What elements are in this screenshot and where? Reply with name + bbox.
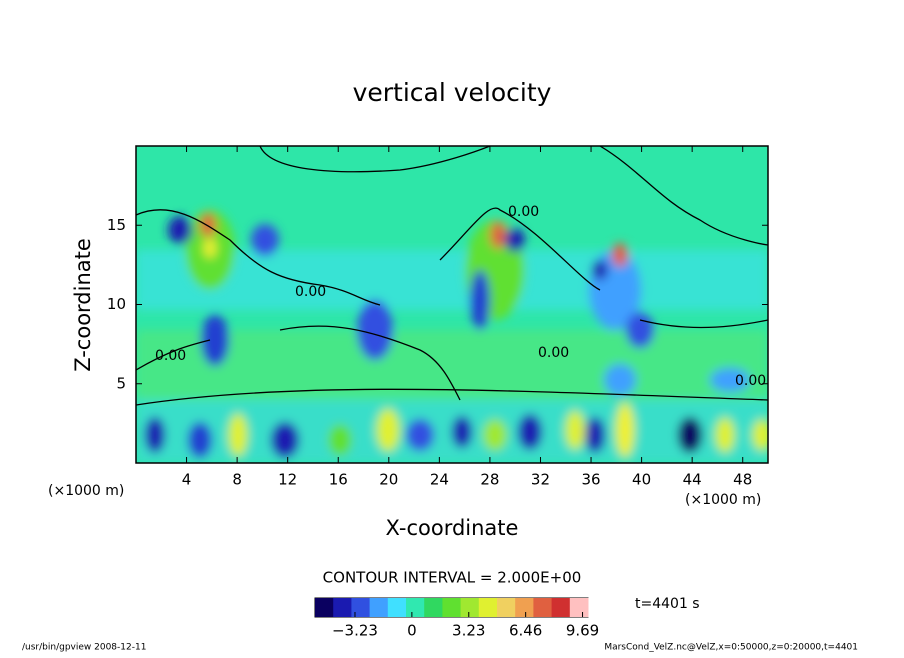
x-unit-label: (×1000 m) [685,492,761,508]
x-tick-label: 24 [430,471,449,489]
x-tick-label: 32 [531,471,550,489]
x-tick-label: 40 [632,471,651,489]
x-tick-label: 28 [480,471,499,489]
contour-label: 0.00 [295,284,326,300]
x-tick-label: 12 [278,471,297,489]
colorbar-swatch [333,598,352,617]
contour-label: 0.00 [735,373,766,389]
contour-label: 0.00 [538,345,569,361]
colorbar-tick-label: 9.69 [566,622,599,640]
y-tick-label: 5 [116,374,126,392]
x-axis-label: X-coordinate [386,516,519,540]
colorbar-swatch [551,598,571,617]
colorbar-swatch [478,598,498,617]
x-tick-label: 36 [581,471,600,489]
colorbar-swatch [569,598,589,617]
colorbar-swatch [351,598,371,617]
colorbar-swatch [497,598,516,617]
colorbar-swatch [515,598,534,617]
colorbar-swatch [460,598,480,617]
x-tick-label: 4 [182,471,192,489]
y-tick-label: 10 [107,295,126,313]
footer-left: /usr/bin/gpview 2008-12-11 [22,643,146,653]
time-label: t=4401 s [635,596,700,612]
colorbar-swatch [442,598,462,617]
colorbar-tick-label: −3.23 [332,622,378,640]
field [136,146,768,463]
y-tick-label: 15 [107,216,126,234]
colorbar-swatch [424,598,443,617]
x-tick-label: 20 [379,471,398,489]
colorbar-swatch [369,598,389,617]
colorbar-tick-label: 0 [407,622,417,640]
chart-title: vertical velocity [353,78,552,107]
x-tick-label: 44 [683,471,702,489]
colorbar-tick-label: 3.23 [452,622,485,640]
colorbar-swatch [533,598,553,617]
y-axis-label: Z-coordinate [71,238,95,372]
contour-interval: CONTOUR INTERVAL = 2.000E+00 [323,569,582,587]
colorbar-tick-label: 6.46 [509,622,542,640]
contour-label: 0.00 [508,204,539,220]
footer-right: MarsCond_VelZ.nc@VelZ,x=0:50000,z=0:2000… [604,643,858,653]
x-unit-label: (×1000 m) [48,483,124,499]
colorbar-swatch [387,598,407,617]
x-tick-label: 8 [232,471,242,489]
colorbar-swatch [406,598,425,617]
colorbar-swatch [315,598,334,617]
x-tick-label: 48 [733,471,752,489]
contour-label: 0.00 [155,348,186,364]
x-tick-label: 16 [329,471,348,489]
